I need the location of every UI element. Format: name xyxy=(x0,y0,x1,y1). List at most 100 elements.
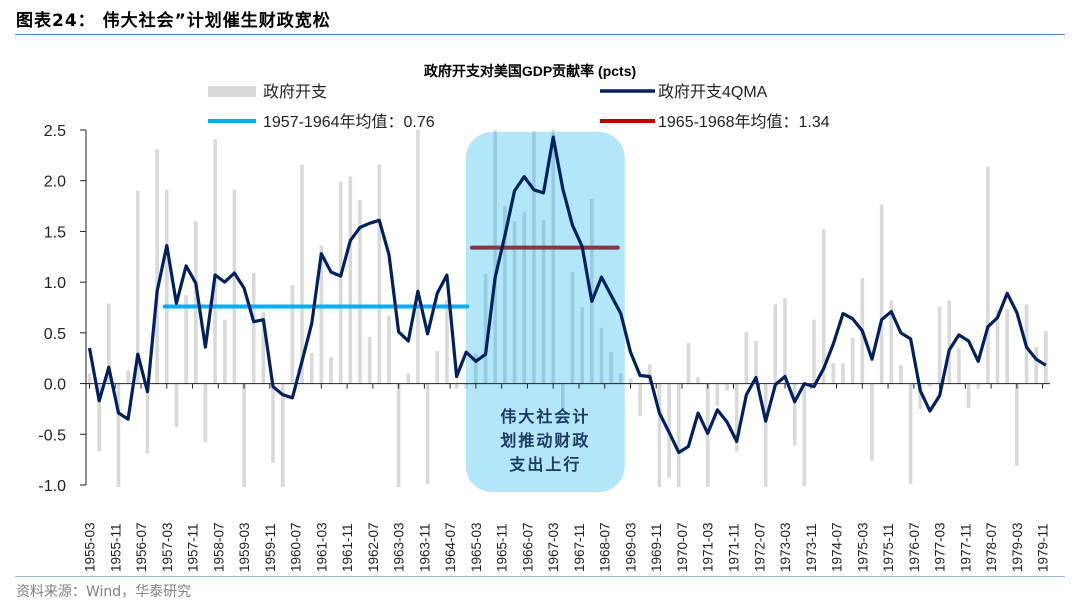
bar xyxy=(435,351,440,384)
x-tick-label: 1979-11 xyxy=(1036,523,1051,572)
bar xyxy=(1044,330,1048,384)
x-tick-label: 1960-07 xyxy=(289,522,304,572)
annotation-line: 伟大社会计 xyxy=(500,407,590,426)
bar xyxy=(879,205,884,384)
x-tick-label: 1967-11 xyxy=(572,523,587,572)
bar xyxy=(136,190,140,384)
bar xyxy=(503,206,507,384)
annotation-line: 支出上行 xyxy=(508,455,581,474)
bar xyxy=(280,383,285,488)
x-tick-label: 1970-07 xyxy=(675,522,690,572)
y-axis: 2.5 2.0 1.5 1.0 0.5 0.0 -0.5 -1.0 xyxy=(38,123,66,495)
x-tick-label: 1955-11 xyxy=(108,523,123,572)
bar xyxy=(445,300,449,384)
bar xyxy=(1005,309,1009,384)
y-tick-label: 1.0 xyxy=(44,275,66,292)
x-tick-label: 1973-11 xyxy=(804,523,819,572)
legend-swatch-bar xyxy=(208,86,256,97)
bar xyxy=(580,307,584,384)
bar xyxy=(754,340,758,384)
x-tick-label: 1965-11 xyxy=(495,523,510,572)
bar xyxy=(937,306,942,384)
bar-series xyxy=(87,130,1048,488)
bar xyxy=(647,364,652,384)
bar xyxy=(387,315,391,384)
bar xyxy=(454,383,459,389)
bar xyxy=(705,383,710,488)
x-tick-label: 1957-03 xyxy=(160,522,175,572)
4qma-line xyxy=(87,135,1047,455)
x-tick-label: 1975-11 xyxy=(881,523,896,572)
bar xyxy=(570,272,575,384)
x-tick-label: 1969-03 xyxy=(623,522,638,572)
x-tick-label: 1957-11 xyxy=(186,523,201,572)
bar xyxy=(87,373,92,384)
bar xyxy=(802,383,807,487)
bar xyxy=(783,298,787,384)
x-tick-label: 1973-03 xyxy=(778,522,793,572)
legend-label-avg-1957: 1957-1964年均值：0.76 xyxy=(263,113,435,131)
bar xyxy=(966,383,971,408)
bar xyxy=(541,220,546,384)
bar xyxy=(174,383,179,428)
bar xyxy=(561,383,565,409)
axes xyxy=(80,129,1050,486)
legend-label-bar: 政府开支 xyxy=(263,83,327,101)
legend-label-avg-1965: 1965-1968年均值：1.34 xyxy=(658,113,830,131)
x-tick-label: 1961-03 xyxy=(314,522,329,572)
bar xyxy=(812,319,816,384)
y-tick-label: 2.5 xyxy=(44,123,66,140)
bar xyxy=(619,373,623,384)
bar xyxy=(995,309,1000,384)
x-tick-label: 1956-07 xyxy=(134,522,149,572)
bar xyxy=(193,221,198,384)
bar xyxy=(107,303,111,384)
bar xyxy=(821,229,826,384)
bar xyxy=(734,383,739,452)
x-tick-label: 1969-11 xyxy=(649,523,664,572)
bar xyxy=(986,166,990,384)
bar xyxy=(1015,383,1019,466)
x-tick-label: 1964-07 xyxy=(443,522,458,572)
bar xyxy=(300,164,304,384)
footer-divider xyxy=(15,576,1065,577)
bar xyxy=(232,189,237,384)
bar xyxy=(126,370,130,384)
source-note: 资料来源：Wind，华泰研究 xyxy=(16,584,192,600)
bar xyxy=(773,304,778,384)
bar xyxy=(464,383,469,389)
bar xyxy=(957,348,961,384)
legend: 政府开支 政府开支4QMA 1957-1964年均值：0.76 1965-196… xyxy=(208,83,830,131)
bar xyxy=(522,212,526,384)
bar xyxy=(251,273,256,384)
bar xyxy=(483,274,488,384)
bar xyxy=(1034,347,1038,384)
bar xyxy=(928,383,932,387)
x-tick-label: 1961-11 xyxy=(340,523,355,572)
bar xyxy=(271,383,275,463)
bar xyxy=(242,383,246,488)
bar xyxy=(290,285,295,384)
x-tick-label: 1976-07 xyxy=(907,522,922,572)
bar xyxy=(97,383,101,452)
bar xyxy=(590,198,594,384)
annotation-box xyxy=(465,132,625,492)
bar xyxy=(338,181,343,384)
bar xyxy=(406,373,411,384)
annotation-line: 划推动财政 xyxy=(500,431,590,450)
bar xyxy=(551,130,555,384)
bar xyxy=(947,300,952,384)
bar xyxy=(377,164,382,384)
bar xyxy=(184,295,188,384)
bar xyxy=(416,130,420,384)
bar xyxy=(532,131,536,384)
bar xyxy=(261,311,266,384)
bar xyxy=(145,383,150,454)
y-tick-label: -1.0 xyxy=(38,478,66,495)
bar xyxy=(908,383,913,484)
bar xyxy=(599,327,604,384)
bar xyxy=(725,383,729,391)
bar xyxy=(763,383,768,488)
x-tick-label: 1974-07 xyxy=(830,522,845,572)
